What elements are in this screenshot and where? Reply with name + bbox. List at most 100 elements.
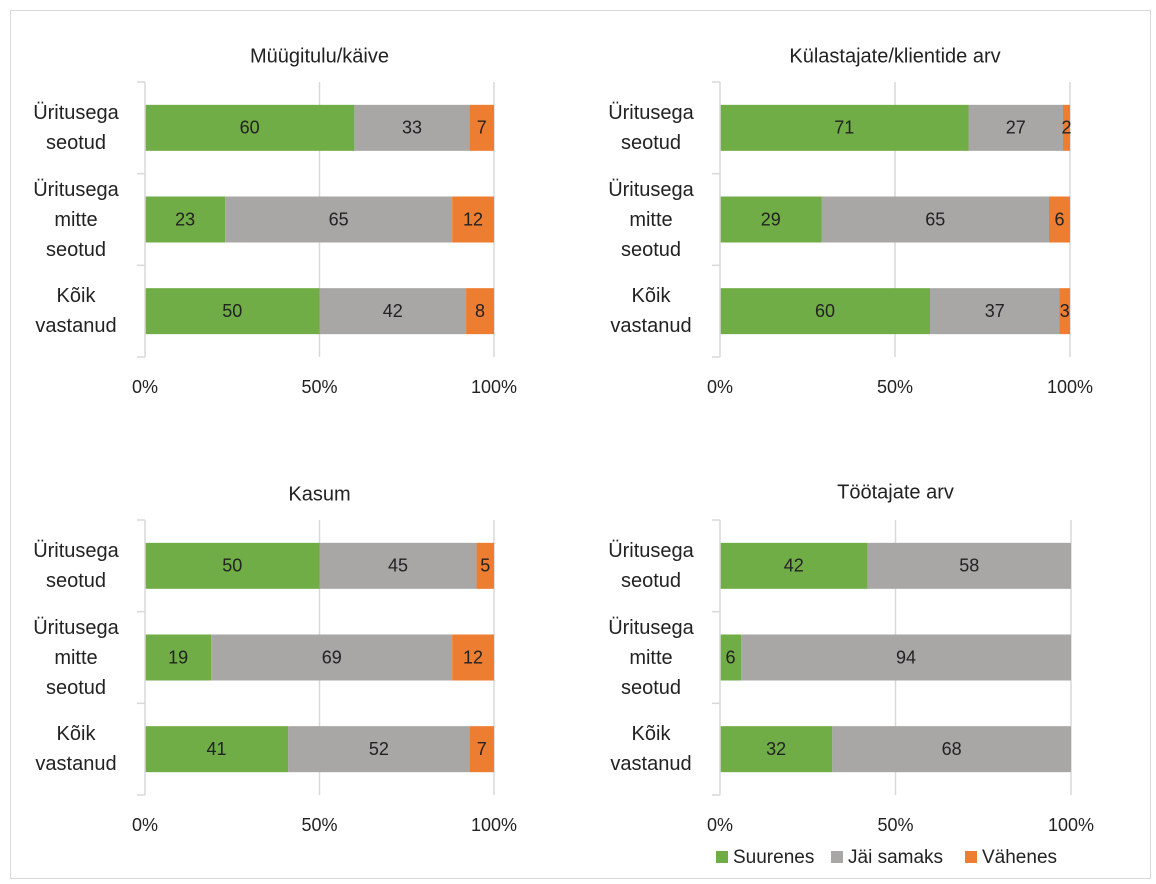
x-tick-label: 0% [707, 815, 733, 835]
bar-segment [452, 634, 494, 681]
x-tick-label: 100% [1048, 815, 1094, 835]
y-tick-label: Kõik vastanud [610, 285, 692, 338]
data-label: 42 [784, 556, 804, 576]
legend-label: Jäi samaks [848, 847, 943, 868]
data-label: 60 [240, 118, 260, 138]
y-tick-label: Üritusega mitte seotud [33, 616, 119, 699]
bar-segment [319, 288, 467, 335]
x-tick-label: 100% [471, 377, 517, 397]
x-tick-label: 50% [301, 815, 337, 835]
bar-segment [145, 726, 289, 773]
y-tick-label: Üritusega seotud [608, 101, 694, 154]
chart-title: Töötajate arv [837, 481, 954, 503]
data-label: 8 [475, 301, 485, 321]
bar-segment [968, 104, 1063, 151]
data-label: 52 [369, 739, 389, 759]
bar-segment [225, 196, 453, 243]
bar-segment [145, 288, 320, 335]
x-tick-label: 50% [877, 377, 913, 397]
bar-segment [145, 634, 212, 681]
data-label: 12 [463, 209, 483, 229]
data-label: 68 [942, 739, 962, 759]
bar-segment [319, 542, 477, 589]
data-label: 69 [322, 647, 342, 667]
data-label: 2 [1061, 118, 1071, 138]
x-tick-label: 50% [301, 377, 337, 397]
data-label: 58 [959, 556, 979, 576]
data-label: 6 [726, 647, 736, 667]
bar-segment [1049, 196, 1070, 243]
data-label: 33 [402, 118, 422, 138]
y-tick-label: Kõik vastanud [610, 723, 692, 776]
chart-title: Kasum [288, 483, 350, 505]
data-label: 12 [463, 647, 483, 667]
bar-segment [1059, 288, 1070, 335]
y-tick-label: Üritusega mitte seotud [608, 616, 694, 699]
data-label: 5 [480, 556, 490, 576]
y-tick-label: Kõik vastanud [35, 285, 117, 338]
legend-swatch [716, 851, 728, 863]
x-tick-label: 50% [877, 815, 913, 835]
data-label: 71 [834, 118, 854, 138]
data-label: 7 [477, 739, 487, 759]
y-tick-label: Üritusega seotud [33, 539, 119, 592]
bar-segment [867, 542, 1071, 589]
data-label: 37 [985, 301, 1005, 321]
y-tick-label: Üritusega mitte seotud [608, 178, 694, 261]
legend-swatch [965, 851, 977, 863]
bar-segment [145, 196, 226, 243]
data-label: 45 [388, 556, 408, 576]
bar-segment [741, 634, 1071, 681]
data-label: 19 [168, 647, 188, 667]
data-label: 60 [815, 301, 835, 321]
legend-swatch [831, 851, 843, 863]
frame [10, 10, 1151, 879]
bar-segment [145, 104, 355, 151]
bar-segment [930, 288, 1060, 335]
bar-segment [469, 726, 494, 773]
bar-segment [354, 104, 470, 151]
bar-segment [821, 196, 1049, 243]
data-label: 65 [925, 209, 945, 229]
data-label: 50 [222, 556, 242, 576]
x-tick-label: 0% [132, 815, 158, 835]
data-label: 7 [477, 118, 487, 138]
data-label: 65 [329, 209, 349, 229]
data-label: 94 [896, 647, 916, 667]
legend-label: Suurenes [733, 847, 814, 868]
data-label: 29 [761, 209, 781, 229]
y-tick-label: Üritusega seotud [608, 539, 694, 592]
bar-segment [720, 288, 930, 335]
chart-title: Müügitulu/käive [250, 45, 389, 67]
y-tick-label: Üritusega mitte seotud [33, 178, 119, 261]
legend-label: Vähenes [982, 847, 1057, 868]
data-label: 23 [175, 209, 195, 229]
bar-segment [720, 634, 742, 681]
data-label: 27 [1006, 118, 1026, 138]
data-label: 50 [222, 301, 242, 321]
x-tick-label: 0% [707, 377, 733, 397]
bar-segment [720, 542, 868, 589]
bar-segment [720, 104, 969, 151]
data-label: 6 [1054, 209, 1064, 229]
bar-segment [832, 726, 1071, 773]
bar-segment [720, 196, 822, 243]
data-label: 3 [1060, 301, 1070, 321]
x-tick-label: 100% [471, 815, 517, 835]
bar-segment [145, 542, 320, 589]
x-tick-label: 100% [1047, 377, 1093, 397]
y-tick-label: Üritusega seotud [33, 101, 119, 154]
data-label: 41 [207, 739, 227, 759]
data-label: 32 [766, 739, 786, 759]
data-label: 42 [383, 301, 403, 321]
bar-segment [288, 726, 470, 773]
bar-segment [1063, 104, 1070, 151]
chart-title: Külastajate/klientide arv [789, 45, 1000, 67]
y-tick-label: Kõik vastanud [35, 723, 117, 776]
bar-segment [469, 104, 494, 151]
bar-segment [476, 542, 494, 589]
x-tick-label: 0% [132, 377, 158, 397]
bar-segment [452, 196, 494, 243]
